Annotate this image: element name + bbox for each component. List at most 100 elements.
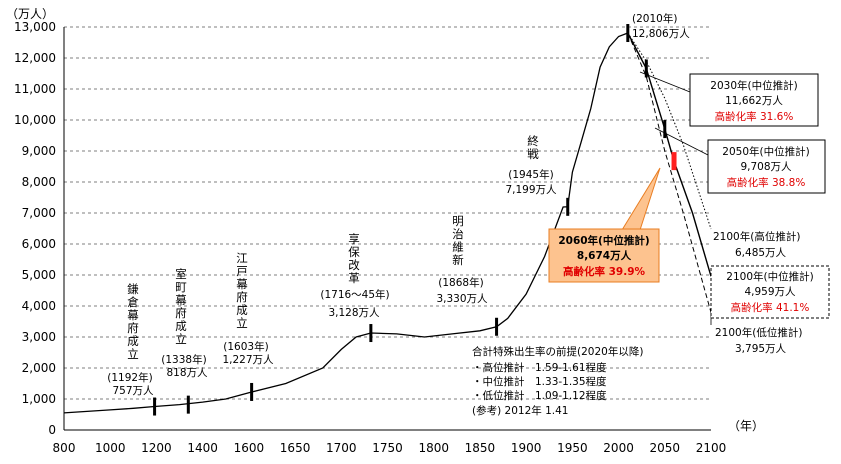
x-tick-2050: 2050 — [650, 441, 681, 455]
y-tick-2000: 2,000 — [22, 361, 56, 375]
x-tick-1750: 1750 — [372, 441, 403, 455]
marker-2050 — [663, 120, 667, 139]
series-historical — [63, 32, 629, 414]
x-tick-labels: 800 1000 1200 1400 1600 1650 1700 1750 1800 1850 1… — [53, 441, 727, 455]
y-tick-5000: 5,000 — [22, 268, 56, 282]
shusen-year: (1945年) — [508, 168, 553, 181]
peak-pop: 12,806万人 — [632, 28, 690, 40]
y-tick-1000: 1,000 — [22, 392, 56, 406]
meiji-year: (1868年) — [438, 276, 483, 289]
kamakura-pop: 757万人 — [112, 385, 154, 397]
marker-2030 — [644, 59, 648, 78]
assumption-high: ・高位推計 1.59-1.61程度 — [472, 361, 607, 374]
p2050-pop: 9,708万人 — [740, 161, 792, 173]
p2050-aging: 高齢化率 38.8% — [727, 176, 806, 189]
y-tick-13000: 13,000 — [14, 20, 56, 34]
kamakura-year: (1192年) — [107, 371, 152, 384]
callout-2100-mid-box — [710, 265, 830, 319]
y-tick-6000: 6,000 — [22, 237, 56, 251]
label-kamakura: 鎌倉幕府成立 (1192年) 757万人 — [107, 282, 154, 397]
p2100m-aging: 高齢化率 41.1% — [731, 301, 810, 314]
series-solid-projection — [627, 32, 712, 277]
x-tick-1700: 1700 — [326, 441, 357, 455]
x-tick-1900: 1900 — [511, 441, 542, 455]
callout-2030: 2030年(中位推計) 11,662万人 高齢化率 31.6% — [689, 73, 819, 127]
muromachi-year: (1338年) — [161, 353, 206, 366]
edo-year: (1603年) — [223, 340, 268, 353]
y-tick-3000: 3,000 — [22, 330, 56, 344]
x-tick-1950: 1950 — [557, 441, 588, 455]
callout-2030-box — [689, 73, 819, 127]
label-edo: 江戸幕府成立 (1603年) 1,227万人 — [222, 251, 274, 366]
muromachi-pop: 818万人 — [166, 367, 208, 379]
y-axis-unit: （万人） — [6, 7, 54, 21]
y-tick-0: 0 — [48, 423, 56, 437]
fertility-assumptions: 合計特殊出生率の前提(2020年以降) ・高位推計 1.59-1.61程度 ・中… — [472, 345, 643, 417]
callout-2100-mid: 2100年(中位推計) 4,959万人 高齢化率 41.1% — [710, 265, 830, 319]
marker-kamakura — [153, 397, 157, 416]
meiji-event: 明治維新 — [452, 214, 464, 267]
kyoho-year: (1716～45年) — [320, 288, 389, 301]
p2100m-pop: 4,959万人 — [744, 286, 796, 298]
label-shusen: 終戦 (1945年) 7,199万人 — [505, 134, 557, 196]
y-tick-4000: 4,000 — [22, 299, 56, 313]
shusen-pop: 7,199万人 — [505, 184, 557, 196]
assumption-low: ・低位推計 1.09-1.12程度 — [472, 389, 607, 402]
assumptions-title: 合計特殊出生率の前提(2020年以降) — [472, 345, 643, 358]
y-tick-9000: 9,000 — [22, 144, 56, 158]
x-tick-800: 800 — [53, 441, 76, 455]
p2100h-pop: 6,485万人 — [735, 247, 787, 259]
marker-meiji — [495, 317, 499, 336]
gridlines — [64, 26, 711, 400]
y-tick-8000: 8,000 — [22, 175, 56, 189]
x-tick-1650: 1650 — [280, 441, 311, 455]
label-2100-high: 2100年(高位推計) 6,485万人 — [713, 230, 800, 259]
p2100l-pop: 3,795万人 — [735, 343, 787, 355]
connector-2050 — [654, 127, 709, 156]
shusen-event: 終戦 — [527, 134, 539, 161]
x-tick-2000: 2000 — [603, 441, 634, 455]
series-dashed-projection — [627, 32, 712, 313]
kyoho-pop: 3,128万人 — [328, 307, 380, 319]
event-markers — [153, 24, 677, 416]
callout-2060-box — [548, 228, 660, 283]
marker-kyoho — [369, 324, 373, 343]
meiji-pop: 3,330万人 — [436, 293, 488, 305]
y-tick-11000: 11,000 — [14, 82, 56, 96]
x-tick-1400: 1400 — [187, 441, 218, 455]
y-tick-10000: 10,000 — [14, 113, 56, 127]
connector-2030 — [639, 71, 691, 93]
x-tick-1200: 1200 — [141, 441, 172, 455]
p2050-year: 2050年(中位推計) — [722, 145, 809, 158]
kamakura-event: 鎌倉幕府成立 — [127, 282, 139, 361]
x-tick-1850: 1850 — [465, 441, 496, 455]
peak-year: (2010年) — [632, 12, 677, 25]
kyoho-event: 享保改革 — [348, 232, 360, 285]
label-peak-2010: (2010年) 12,806万人 — [632, 12, 690, 40]
p2060-year: 2060年(中位推計) — [558, 234, 649, 247]
label-2100-low: 2100年(低位推計) 3,795万人 — [715, 326, 802, 355]
y-tick-7000: 7,000 — [22, 206, 56, 220]
callout-2050: 2050年(中位推計) 9,708万人 高齢化率 38.8% — [707, 139, 826, 194]
x-tick-1800: 1800 — [418, 441, 449, 455]
callout-2050-box — [707, 139, 826, 194]
x-tick-1000: 1000 — [95, 441, 126, 455]
p2060-aging: 高齢化率 39.9% — [563, 265, 646, 278]
x-axis-unit: （年） — [728, 419, 764, 433]
p2100m-year: 2100年(中位推計) — [726, 270, 813, 283]
series-dotted-projection — [627, 32, 712, 230]
assumption-reference: (参考) 2012年 1.41 — [472, 404, 568, 417]
marker-edo — [250, 382, 254, 401]
y-tick-12000: 12,000 — [14, 51, 56, 65]
marker-peak — [626, 24, 630, 43]
x-tick-1600: 1600 — [234, 441, 265, 455]
marker-2060 — [671, 152, 677, 171]
assumption-mid: ・中位推計 1.33-1.35程度 — [472, 375, 607, 388]
p2060-pop: 8,674万人 — [577, 249, 632, 262]
marker-shusen — [566, 197, 570, 216]
marker-muromachi — [186, 395, 190, 414]
muromachi-event: 室町幕府成立 — [175, 267, 187, 346]
callout-2060-pointer — [621, 167, 661, 231]
edo-event: 江戸幕府成立 — [236, 251, 248, 330]
p2100l-year: 2100年(低位推計) — [715, 326, 802, 339]
